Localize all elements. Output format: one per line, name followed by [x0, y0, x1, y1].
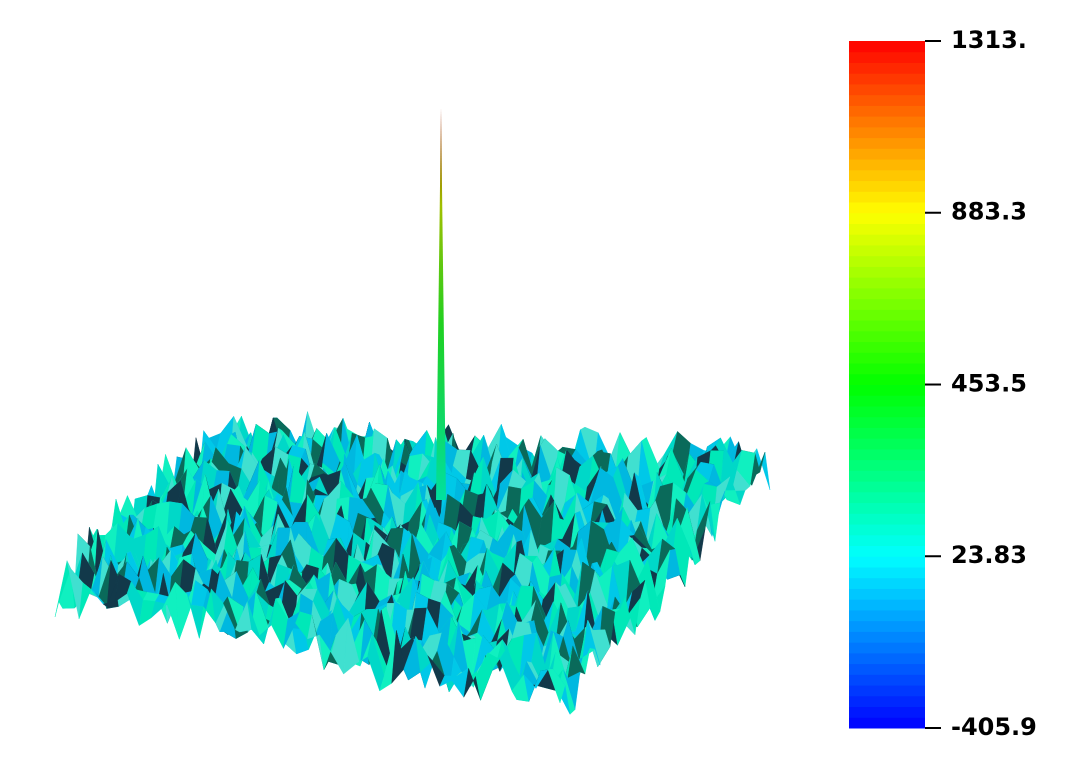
surface: [54, 108, 771, 715]
colorbar-band: [849, 545, 925, 557]
colorbar-band: [849, 395, 925, 407]
colorbar-band: [849, 51, 925, 63]
colorbar-band: [849, 373, 925, 385]
colorbar-band: [849, 427, 925, 439]
colorbar-band: [849, 491, 925, 504]
colorbar-band: [849, 287, 925, 300]
colorbar-band: [849, 459, 925, 471]
colorbar-band: [849, 620, 925, 632]
colorbar-band: [849, 116, 925, 128]
colorbar-band: [849, 298, 925, 310]
colorbar-band: [849, 405, 925, 418]
colorbar-band: [849, 416, 925, 428]
colorbar-band: [849, 255, 925, 267]
colorbar-band: [849, 438, 925, 450]
colorbar-band: [849, 642, 925, 654]
colorbar-band: [849, 566, 925, 579]
colorbar-band: [849, 577, 925, 589]
colorbar-band: [849, 94, 925, 106]
colorbar-band: [849, 234, 925, 246]
colorbar-band: [849, 212, 925, 224]
colorbar-band: [849, 481, 925, 493]
colorbar-tick-label: 453.5: [951, 370, 1027, 398]
surface-facet: [547, 668, 566, 704]
colorbar-band: [849, 717, 925, 729]
colorbar-band: [849, 41, 925, 53]
colorbar-band: [849, 126, 925, 139]
colorbar-band: [849, 309, 925, 321]
colorbar-band: [849, 448, 925, 461]
colorbar-band: [849, 83, 925, 96]
colorbar-tick-label: -405.9: [951, 713, 1037, 741]
colorbar-band: [849, 599, 925, 611]
colorbar-band: [849, 62, 925, 74]
colorbar-band: [849, 470, 925, 482]
colorbar-band: [849, 631, 925, 643]
colorbar-band: [849, 148, 925, 160]
colorbar-band: [849, 534, 925, 547]
colorbar-band: [849, 277, 925, 289]
colorbar: 1313. 883.3 453.5 23.83 -405.9: [849, 26, 1037, 741]
colorbar-band: [849, 513, 925, 525]
colorbar-band: [849, 341, 925, 353]
colorbar-band: [849, 159, 925, 171]
colorbar-band: [849, 524, 925, 536]
colorbar-band: [849, 663, 925, 675]
colorbar-band: [849, 105, 925, 117]
colorbar-band: [849, 266, 925, 278]
colorbar-tick-label: 1313.: [951, 26, 1027, 54]
colorbar-band: [849, 223, 925, 235]
colorbar-band: [849, 330, 925, 343]
colorbar-band: [849, 202, 925, 214]
colorbar-band: [849, 363, 925, 375]
colorbar-band: [849, 695, 925, 708]
colorbar-band: [849, 384, 925, 396]
colorbar-band: [849, 502, 925, 514]
colorbar-band: [849, 556, 925, 568]
colorbar-band: [849, 191, 925, 203]
surface-spike: [436, 108, 446, 500]
colorbar-band: [849, 320, 925, 332]
colorbar-band: [849, 609, 925, 622]
colorbar-tick-label: 883.3: [951, 198, 1027, 226]
colorbar-band: [849, 588, 925, 600]
colorbar-band: [849, 169, 925, 182]
colorbar-band: [849, 352, 925, 364]
colorbar-tick-label: 23.83: [951, 541, 1027, 569]
colorbar-band: [849, 685, 925, 697]
colorbar-band: [849, 652, 925, 665]
colorbar-band: [849, 137, 925, 149]
colorbar-band: [849, 674, 925, 686]
colorbar-band: [849, 706, 925, 718]
colorbar-band: [849, 244, 925, 257]
colorbar-band: [849, 180, 925, 192]
colorbar-band: [849, 73, 925, 85]
